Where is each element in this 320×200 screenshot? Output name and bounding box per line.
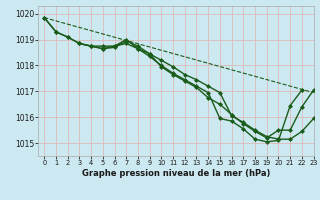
X-axis label: Graphe pression niveau de la mer (hPa): Graphe pression niveau de la mer (hPa)	[82, 169, 270, 178]
